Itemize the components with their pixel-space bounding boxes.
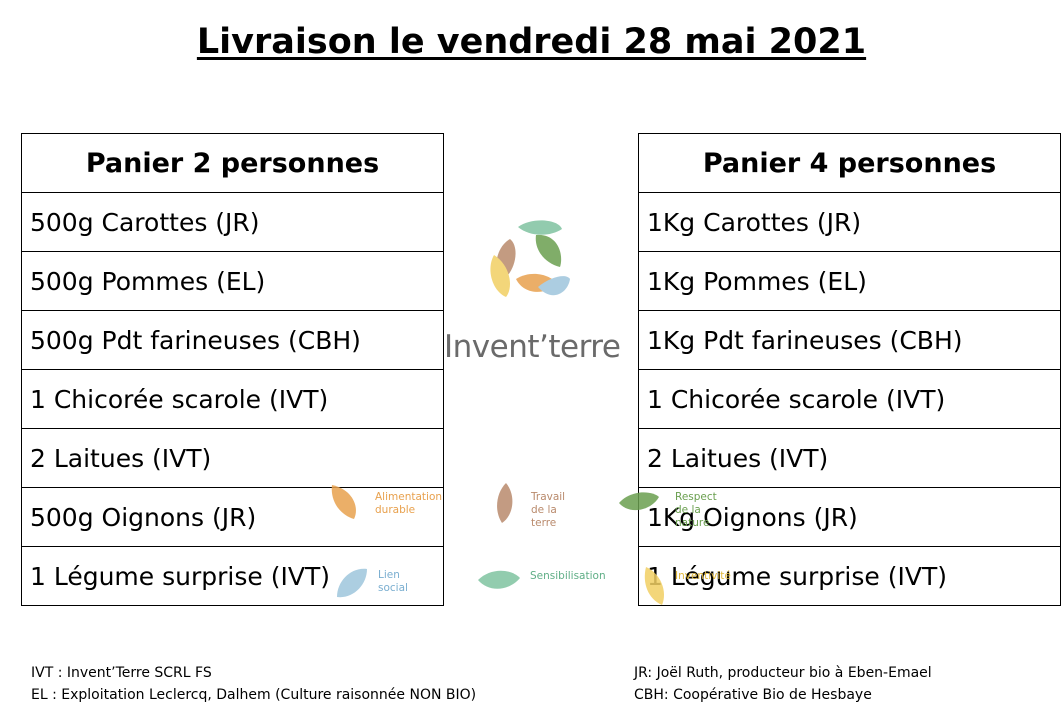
- leaf-icon: [478, 570, 520, 589]
- value-label: Alimentation durable: [375, 491, 443, 516]
- basket-item: 1 Chicorée scarole (IVT): [21, 369, 444, 429]
- footer-legend-right: JR: Joël Ruth, producteur bio à Eben-Ema…: [634, 662, 932, 706]
- value-label: Sensibilisation: [530, 570, 606, 582]
- table-row: 500g Carottes (JR): [21, 192, 444, 252]
- table-row: 1 Chicorée scarole (IVT): [638, 369, 1061, 429]
- table-row: 2 Laitues (IVT): [21, 428, 444, 488]
- table-row: 1Kg Pommes (EL): [638, 251, 1061, 311]
- table-row: 1Kg Carottes (JR): [638, 192, 1061, 252]
- basket-item: 500g Pdt farineuses (CBH): [21, 310, 444, 370]
- logo-leaf-teal: [518, 220, 562, 235]
- brand-name: Invent’terre: [444, 329, 621, 365]
- value-label: Travail de la terre: [531, 491, 566, 529]
- table-header-row: Panier 4 personnes: [638, 133, 1061, 193]
- table-row: 500g Pommes (EL): [21, 251, 444, 311]
- inventterre-logo-icon: [490, 220, 570, 297]
- basket-4-persons-table: Panier 4 personnes 1Kg Carottes (JR) 1Kg…: [638, 133, 1061, 606]
- value-label: Lien social: [378, 569, 408, 594]
- table-header-row: Panier 2 personnes: [21, 133, 444, 193]
- table-row: 2 Laitues (IVT): [638, 428, 1061, 488]
- legend-line: CBH: Coopérative Bio de Hesbaye: [634, 687, 872, 703]
- basket-item: 500g Carottes (JR): [21, 192, 444, 252]
- legend-line: IVT : Invent’Terre SCRL FS: [31, 665, 212, 681]
- table-row: 1 Chicorée scarole (IVT): [21, 369, 444, 429]
- basket-item: 1Kg Pdt farineuses (CBH): [638, 310, 1061, 370]
- table-row: 1 Légume surprise (IVT): [21, 546, 444, 606]
- table-row: 1Kg Pdt farineuses (CBH): [638, 310, 1061, 370]
- table-row: 500g Oignons (JR): [21, 487, 444, 547]
- basket-item: 1Kg Carottes (JR): [638, 192, 1061, 252]
- page-title: Livraison le vendredi 28 mai 2021: [196, 22, 867, 62]
- basket-item: 500g Oignons (JR): [21, 487, 444, 547]
- leaf-icon: [619, 492, 659, 511]
- basket-2-persons-table: Panier 2 personnes 500g Carottes (JR) 50…: [21, 133, 444, 606]
- basket-item: 2 Laitues (IVT): [638, 428, 1061, 488]
- footer-legend-left: IVT : Invent’Terre SCRL FS EL : Exploita…: [31, 662, 476, 706]
- basket-item: 500g Pommes (EL): [21, 251, 444, 311]
- table-row: 500g Pdt farineuses (CBH): [21, 310, 444, 370]
- basket-item: 1Kg Oignons (JR): [638, 487, 1061, 547]
- logo-leaf-yellow: [490, 255, 510, 297]
- basket-item: 1 Légume surprise (IVT): [638, 546, 1061, 606]
- table-row: 1Kg Oignons (JR): [638, 487, 1061, 547]
- basket-item: 1 Légume surprise (IVT): [21, 546, 444, 606]
- leaf-icon: [337, 568, 367, 598]
- logo-leaf-green: [535, 234, 562, 267]
- leaf-icon: [644, 567, 665, 605]
- basket-4-header: Panier 4 personnes: [638, 133, 1061, 193]
- legend-line: JR: Joël Ruth, producteur bio à Eben-Ema…: [634, 665, 932, 681]
- value-label: Inventivité: [675, 570, 731, 582]
- leaf-icon: [497, 483, 513, 523]
- legend-line: EL : Exploitation Leclercq, Dalhem (Cult…: [31, 687, 477, 703]
- basket-item: 1 Chicorée scarole (IVT): [638, 369, 1061, 429]
- basket-item: 1Kg Pommes (EL): [638, 251, 1061, 311]
- leaf-icon: [331, 485, 356, 519]
- value-label: Respect de la nature: [675, 491, 717, 529]
- logo-leaf-blue: [538, 276, 570, 296]
- basket-2-header: Panier 2 personnes: [21, 133, 444, 193]
- basket-item: 2 Laitues (IVT): [21, 428, 444, 488]
- table-row: 1 Légume surprise (IVT): [638, 546, 1061, 606]
